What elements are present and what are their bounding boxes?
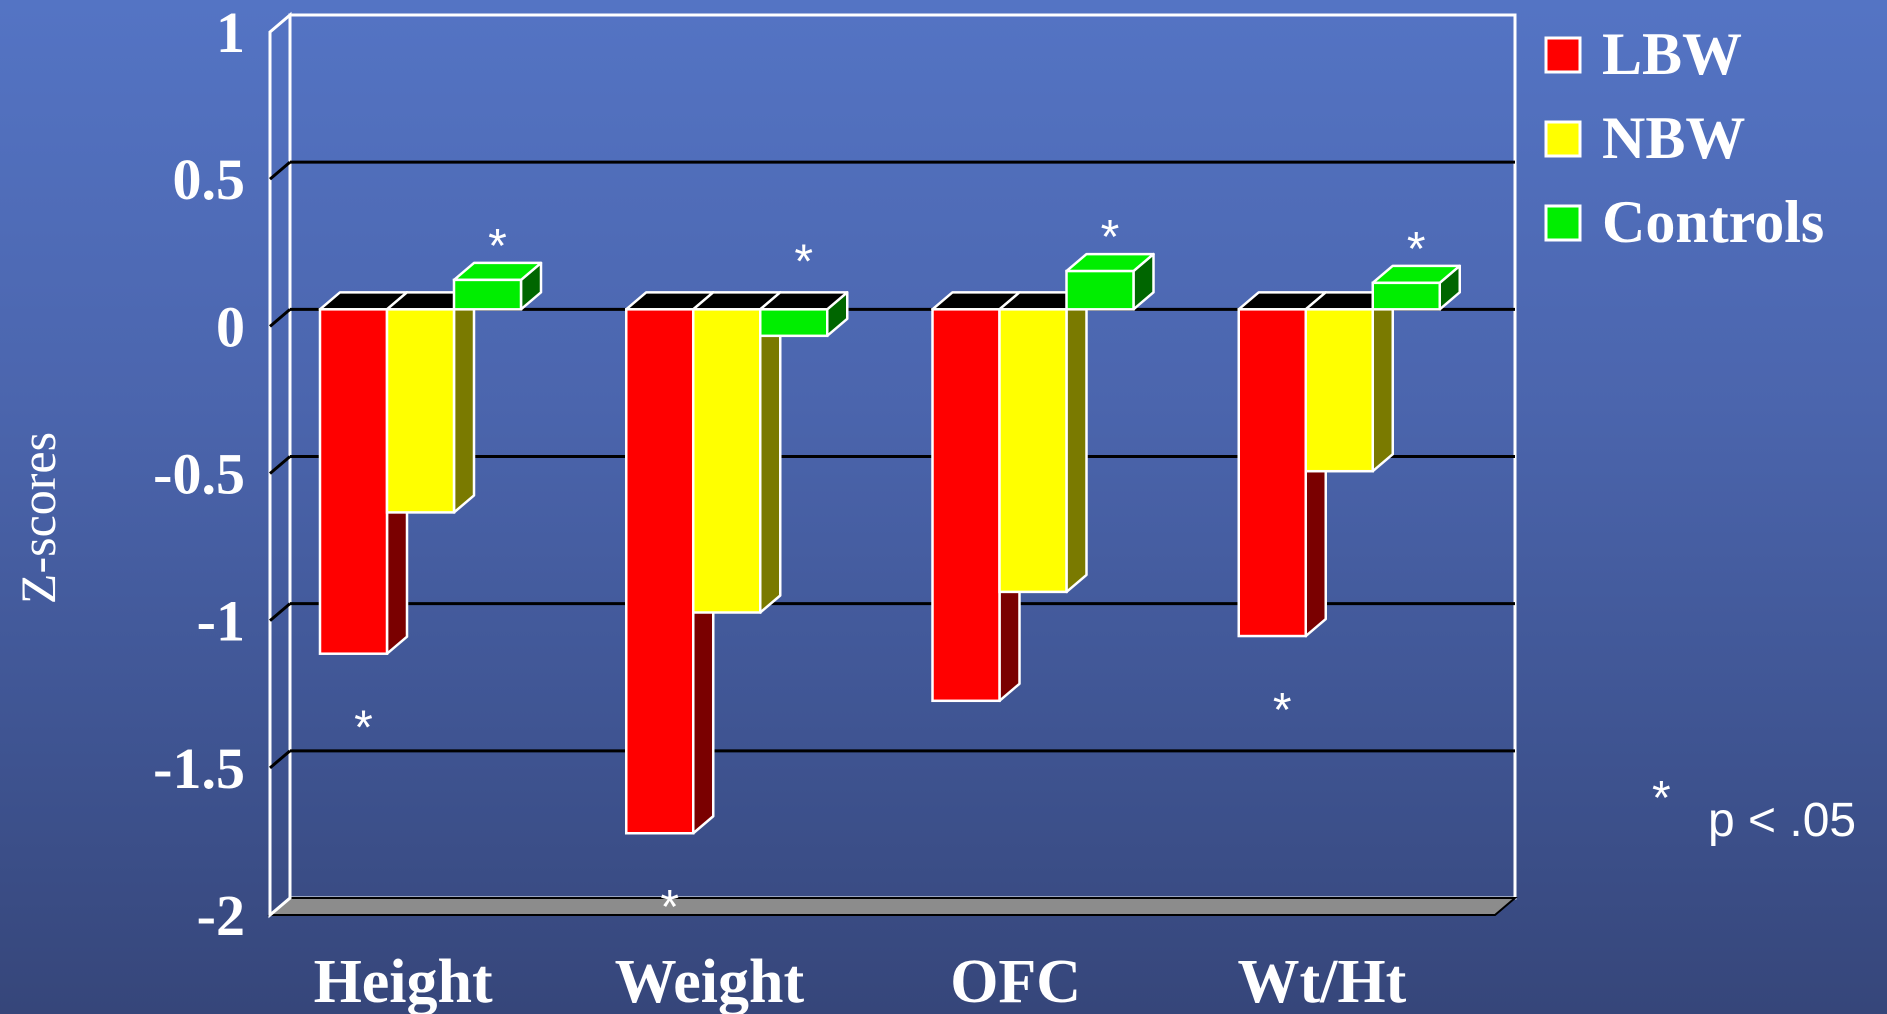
bar-controls-ofc [1065,269,1135,311]
gridline-side [269,308,291,328]
gridline-side [269,749,291,769]
legend-label: Controls [1602,189,1824,255]
bar-controls-weight [759,308,829,338]
y-tick-label: 0.5 [173,147,246,212]
significance-star: * [354,702,373,755]
legend-label: NBW [1602,105,1745,171]
legend: LBW NBW Controls [1544,21,1824,255]
significance-note: * p < .05 [1652,772,1856,847]
y-tick-label: -0.5 [153,442,245,507]
legend-swatch [1544,120,1582,158]
note-text: p < .05 [1708,794,1856,847]
y-tick-label: 0 [216,294,245,359]
x-tick-label: Wt/Ht [1238,948,1407,1014]
significance-markers: * * * * * * * [354,211,1425,934]
significance-star: * [1273,684,1292,737]
y-axis-ticks: 1 0.5 0 -0.5 -1 -1.5 -2 [153,0,245,948]
significance-star: * [1101,211,1120,264]
bars [318,252,1461,835]
floor [267,897,1518,916]
bar-nbw-wtht [1304,308,1374,473]
significance-star: * [1407,223,1426,276]
bar-nbw-ofc [998,308,1068,594]
bar-lbw-wtht [1237,308,1307,638]
bar-nbw-height [385,308,456,514]
gridline-side [269,602,291,622]
significance-star: * [488,220,507,273]
legend-swatch [1544,36,1582,74]
legend-swatch [1544,204,1582,242]
bar-side [759,291,782,614]
bar-nbw-weight [692,308,762,614]
x-tick-label: Weight [615,948,805,1014]
gridline-side [269,161,291,181]
gridline-side [269,455,291,475]
y-tick-label: -2 [197,883,245,948]
x-axis-ticks: Height Weight OFC Wt/Ht [314,948,1407,1014]
x-tick-label: OFC [950,948,1081,1014]
gridlines [269,160,1515,769]
bar-controls-wtht [1371,281,1441,311]
note-star: * [1652,772,1671,825]
legend-label: LBW [1602,21,1742,87]
bar-side [1371,291,1394,473]
x-tick-label: Height [314,948,493,1014]
significance-star: * [660,881,679,934]
y-tick-label: -1.5 [153,736,245,801]
bar-controls-height [452,278,523,311]
bar-lbw-ofc [931,308,1001,703]
y-tick-label: -1 [197,589,245,654]
bar-side [1065,291,1088,594]
y-tick-label: 1 [216,0,245,65]
bar-side [452,291,476,514]
significance-star: * [794,235,813,288]
y-axis-label: Z-scores [10,432,66,604]
bar-lbw-height [318,308,389,655]
bar-lbw-weight [625,308,695,835]
